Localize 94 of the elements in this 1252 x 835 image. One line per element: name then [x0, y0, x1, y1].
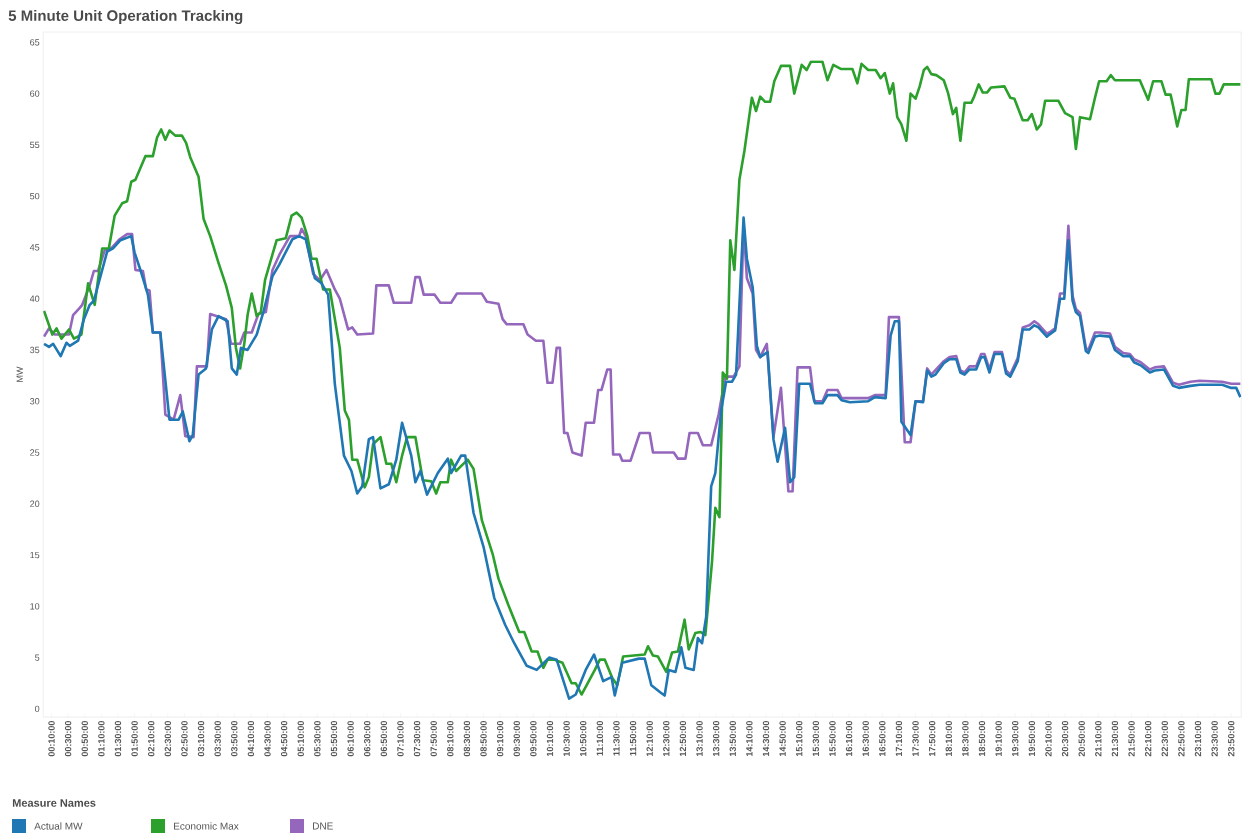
y-tick-label: 45 [29, 244, 40, 251]
x-tick-label: 23:10:00 [1194, 720, 1202, 757]
x-tick-label: 09:30:00 [513, 720, 520, 757]
y-tick-label: 30 [30, 398, 40, 405]
x-tick-label: 00:10:00 [48, 720, 55, 757]
x-tick-label: 21:30:00 [1111, 720, 1119, 757]
x-tick-label: 01:50:00 [131, 720, 138, 757]
x-tick-label: 18:30:00 [962, 720, 969, 757]
y-tick-label: 35 [30, 346, 40, 354]
y-tick-label: 15 [30, 551, 40, 559]
x-tick-label: 04:50:00 [280, 720, 288, 757]
x-tick-label: 15:30:00 [812, 720, 820, 757]
x-tick-label: 14:50:00 [779, 720, 786, 757]
y-tick-label: 20 [30, 500, 40, 507]
x-tick-label: 07:50:00 [430, 720, 437, 757]
line-series [43, 60, 1242, 696]
x-tick-label: 06:50:00 [380, 720, 388, 757]
x-tick-label: 06:10:00 [347, 720, 354, 757]
x-tick-label: 21:50:00 [1128, 720, 1135, 757]
x-tick-label: 20:50:00 [1078, 720, 1085, 757]
x-tick-label: 08:10:00 [447, 720, 454, 757]
x-tick-label: 17:10:00 [895, 720, 903, 757]
x-tick-label: 08:30:00 [463, 720, 471, 757]
x-tick-label: 12:10:00 [646, 720, 653, 757]
x-tick-label: 18:10:00 [945, 720, 952, 757]
x-tick-label: 01:30:00 [114, 720, 122, 757]
x-tick-label: 22:10:00 [1144, 720, 1152, 757]
x-tick-label: 19:30:00 [1012, 720, 1019, 757]
x-tick-label: 16:10:00 [845, 720, 853, 757]
y-tick-label: 10 [30, 603, 40, 610]
x-tick-label: 02:50:00 [181, 720, 188, 757]
x-tick-label: 23:50:00 [1228, 720, 1235, 757]
legend-label: DNE [313, 822, 333, 830]
x-tick-label: 05:50:00 [330, 720, 338, 757]
x-tick-label: 21:10:00 [1095, 720, 1102, 757]
line-series [43, 216, 1242, 700]
x-tick-label: 02:10:00 [148, 720, 155, 757]
x-tick-label: 10:30:00 [563, 720, 570, 757]
legend-label: Actual MW [34, 822, 83, 830]
y-axis-title: MW [16, 366, 23, 382]
x-tick-label: 05:10:00 [297, 720, 304, 757]
y-tick-label: 55 [30, 141, 40, 149]
x-tick-label: 22:50:00 [1178, 720, 1185, 757]
x-tick-label: 04:30:00 [264, 720, 271, 757]
x-tick-label: 20:10:00 [1045, 720, 1052, 757]
y-tick-label: 50 [30, 192, 40, 200]
x-tick-label: 19:10:00 [995, 720, 1002, 757]
x-tick-label: 11:50:00 [629, 720, 637, 756]
x-tick-label: 11:10:00 [596, 720, 604, 756]
x-tick-label: 00:50:00 [81, 720, 88, 757]
x-tick-label: 11:30:00 [613, 720, 620, 756]
x-tick-label: 02:30:00 [164, 720, 172, 757]
y-tick-label: 0 [35, 705, 40, 713]
x-tick-label: 10:50:00 [580, 720, 587, 757]
y-tick-label: 5 [35, 654, 40, 661]
x-tick-label: 06:30:00 [364, 720, 371, 757]
chart-title: 5 Minute Unit Operation Tracking [8, 9, 243, 25]
x-tick-label: 09:50:00 [530, 720, 537, 757]
legend-label: Economic Max [174, 822, 239, 830]
x-tick-label: 17:50:00 [928, 720, 936, 757]
x-tick-label: 12:50:00 [679, 720, 687, 757]
x-tick-label: 15:50:00 [829, 720, 836, 757]
x-tick-label: 08:50:00 [480, 720, 487, 757]
y-tick-label: 60 [30, 90, 40, 97]
x-tick-label: 13:30:00 [712, 720, 720, 757]
x-tick-label: 05:30:00 [314, 720, 321, 757]
legend-title: Measure Names [12, 799, 96, 807]
x-tick-label: 12:30:00 [663, 720, 670, 757]
x-tick-label: 10:10:00 [546, 720, 554, 757]
y-tick-label: 40 [29, 295, 40, 302]
x-tick-label: 09:10:00 [496, 720, 504, 757]
x-tick-label: 23:30:00 [1211, 720, 1218, 757]
x-tick-label: 14:30:00 [762, 720, 770, 757]
x-tick-label: 16:50:00 [879, 720, 886, 757]
x-tick-label: 01:10:00 [98, 720, 105, 757]
x-tick-label: 14:10:00 [746, 720, 753, 757]
x-tick-label: 00:30:00 [64, 720, 72, 757]
x-tick-label: 03:10:00 [197, 720, 205, 757]
x-tick-label: 20:30:00 [1061, 720, 1069, 757]
x-tick-label: 16:30:00 [862, 720, 869, 757]
x-tick-label: 13:10:00 [696, 720, 703, 757]
x-tick-label: 18:50:00 [978, 720, 986, 757]
y-tick-label: 65 [30, 39, 40, 46]
x-tick-label: 13:50:00 [729, 720, 736, 757]
x-tick-label: 04:10:00 [247, 720, 255, 757]
x-tick-label: 03:50:00 [231, 720, 238, 757]
x-tick-label: 22:30:00 [1161, 720, 1168, 757]
x-tick-label: 15:10:00 [796, 720, 803, 757]
x-tick-label: 17:30:00 [912, 720, 919, 757]
y-tick-label: 25 [30, 449, 40, 456]
x-tick-label: 07:10:00 [397, 720, 404, 757]
x-tick-label: 19:50:00 [1028, 720, 1036, 757]
x-tick-label: 07:30:00 [413, 720, 421, 757]
x-tick-label: 03:30:00 [214, 720, 221, 757]
